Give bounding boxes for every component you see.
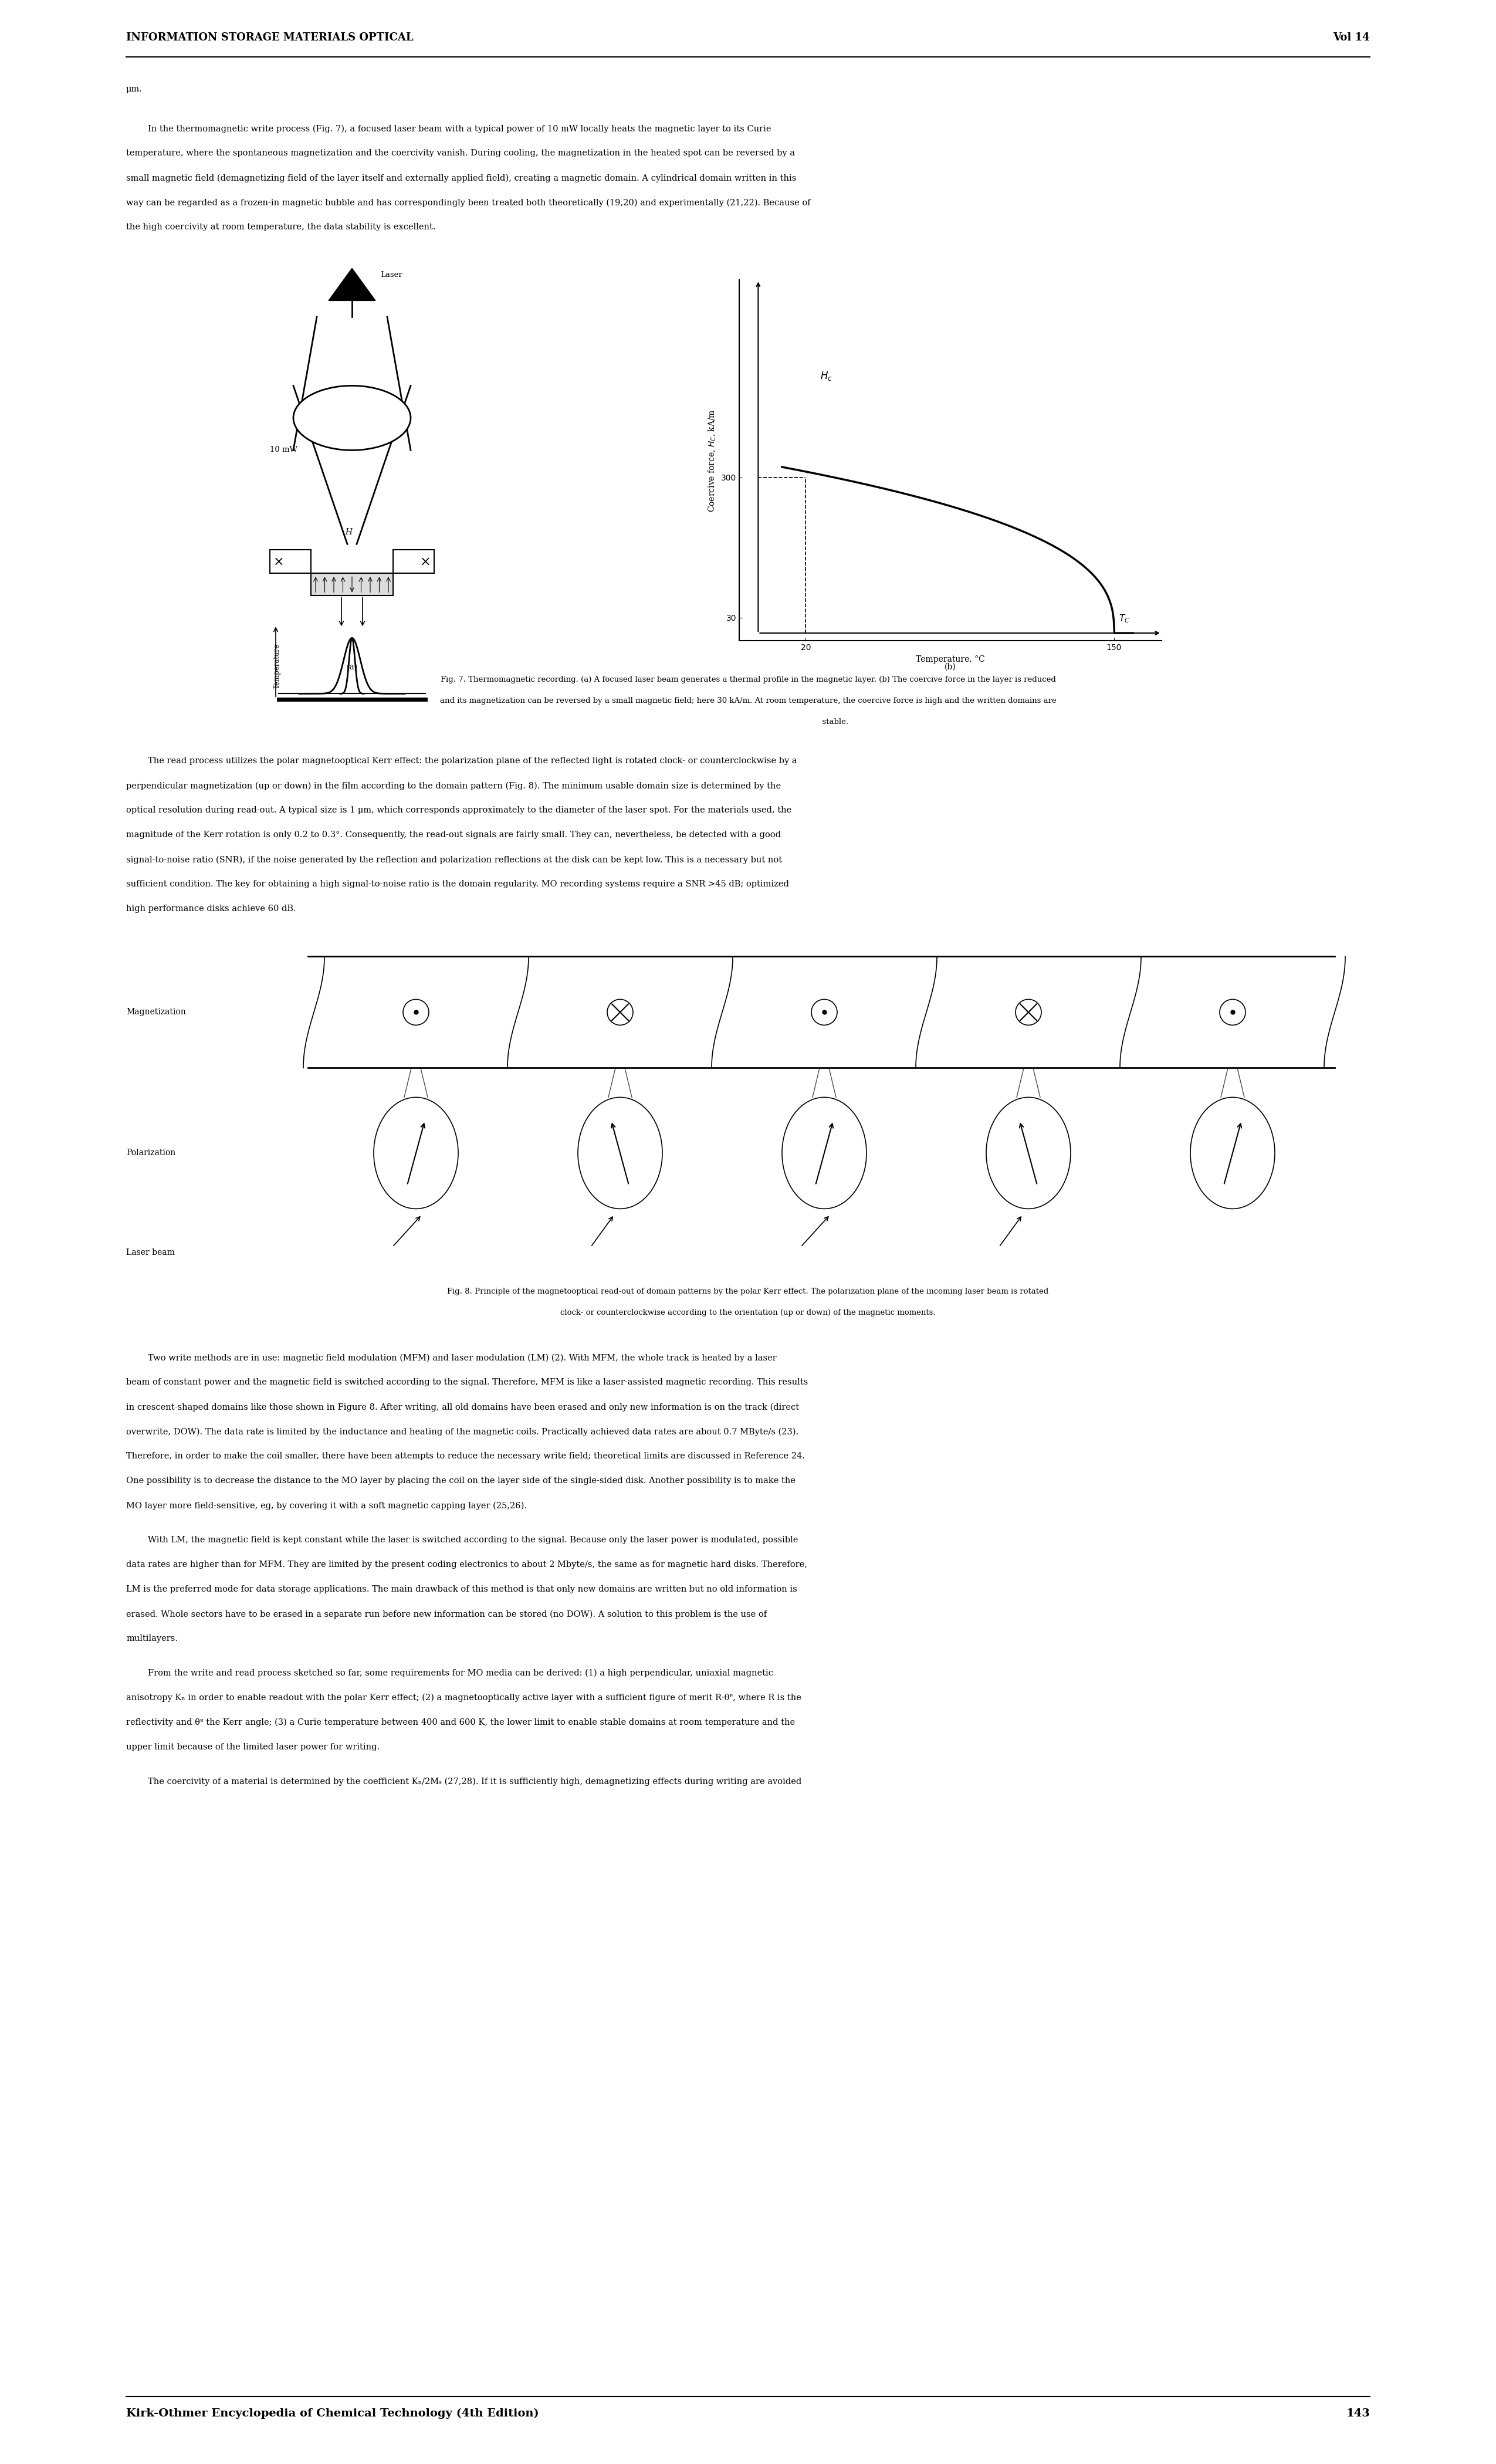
- Bar: [311, 574, 393, 596]
- Text: temperature, where the spontaneous magnetization and the coercivity vanish. Duri: temperature, where the spontaneous magne…: [126, 150, 794, 158]
- Text: Fig. 7. Thermomagnetic recording. (a) A focused laser beam generates a thermal p: Fig. 7. Thermomagnetic recording. (a) A …: [440, 675, 1056, 683]
- Text: Vol 14: Vol 14: [1333, 32, 1370, 42]
- Text: beam of constant power and the magnetic field is switched according to the signa: beam of constant power and the magnetic …: [126, 1377, 808, 1387]
- Text: One possibility is to decrease the distance to the MO layer by placing the coil : One possibility is to decrease the dista…: [126, 1476, 796, 1486]
- Text: μm.: μm.: [126, 86, 142, 94]
- Text: Fig. 8. Principle of the magnetooptical read-out of domain patterns by the polar: Fig. 8. Principle of the magnetooptical …: [447, 1289, 1049, 1296]
- Text: sufficient condition. The key for obtaining a high signal-to-noise ratio is the : sufficient condition. The key for obtain…: [126, 880, 788, 890]
- Text: LM is the preferred mode for data storage applications. The main drawback of thi: LM is the preferred mode for data storag…: [126, 1584, 797, 1594]
- Text: way can be regarded as a frozen-in magnetic bubble and has correspondingly been : way can be regarded as a frozen-in magne…: [126, 200, 811, 207]
- Text: data rates are higher than for MFM. They are limited by the present coding elect: data rates are higher than for MFM. They…: [126, 1560, 808, 1570]
- Text: The coercivity of a material is determined by the coefficient Kₙ/2Mₛ (27,28). If: The coercivity of a material is determin…: [126, 1777, 802, 1786]
- Text: the high coercivity at room temperature, the data stability is excellent.: the high coercivity at room temperature,…: [126, 224, 435, 232]
- Bar: [269, 549, 311, 574]
- Polygon shape: [329, 269, 375, 301]
- Text: anisotropy Kₙ in order to enable readout with the polar Kerr effect; (2) a magne: anisotropy Kₙ in order to enable readout…: [126, 1693, 802, 1703]
- Text: In the thermomagnetic write process (Fig. 7), a focused laser beam with a typica: In the thermomagnetic write process (Fig…: [126, 126, 770, 133]
- Text: The read process utilizes the polar magnetooptical Kerr effect: the polarization: The read process utilizes the polar magn…: [126, 756, 797, 766]
- Text: With LM, the magnetic field is kept constant while the laser is switched accordi: With LM, the magnetic field is kept cons…: [126, 1535, 797, 1545]
- Ellipse shape: [293, 387, 411, 451]
- Text: Therefore, in order to make the coil smaller, there have been attempts to reduce: Therefore, in order to make the coil sma…: [126, 1451, 805, 1461]
- Text: optical resolution during read-out. A typical size is 1 μm, which corresponds ap: optical resolution during read-out. A ty…: [126, 806, 791, 816]
- Text: erased. Whole sectors have to be erased in a separate run before new information: erased. Whole sectors have to be erased …: [126, 1609, 767, 1619]
- Text: ×: ×: [274, 554, 284, 569]
- Text: (a): (a): [347, 663, 358, 670]
- Text: Polarization: Polarization: [126, 1148, 175, 1158]
- Text: $H_c$: $H_c$: [820, 370, 832, 382]
- Text: stable.: stable.: [648, 719, 848, 727]
- Bar: [393, 549, 434, 574]
- Text: 143: 143: [1346, 2407, 1370, 2420]
- Text: multilayers.: multilayers.: [126, 1634, 178, 1643]
- Text: H: H: [346, 527, 352, 537]
- Text: magnitude of the Kerr rotation is only 0.2 to 0.3°. Consequently, the read-out s: magnitude of the Kerr rotation is only 0…: [126, 830, 781, 840]
- Text: Laser: Laser: [380, 271, 402, 278]
- X-axis label: Temperature, °C: Temperature, °C: [916, 655, 984, 663]
- Text: Temperature: Temperature: [274, 643, 281, 690]
- Text: in crescent-shaped domains like those shown in Figure 8. After writing, all old : in crescent-shaped domains like those sh…: [126, 1402, 799, 1412]
- Text: clock- or counterclockwise according to the orientation (up or down) of the magn: clock- or counterclockwise according to …: [561, 1308, 935, 1316]
- Text: Laser beam: Laser beam: [126, 1249, 175, 1257]
- Text: Magnetization: Magnetization: [126, 1008, 186, 1015]
- Text: signal-to-noise ratio (SNR), if the noise generated by the reflection and polari: signal-to-noise ratio (SNR), if the nois…: [126, 855, 782, 865]
- Text: small magnetic field (demagnetizing field of the layer itself and externally app: small magnetic field (demagnetizing fiel…: [126, 175, 796, 182]
- Text: high performance disks achieve 60 dB.: high performance disks achieve 60 dB.: [126, 904, 296, 914]
- Text: reflectivity and θᵄ the Kerr angle; (3) a Curie temperature between 400 and 600 : reflectivity and θᵄ the Kerr angle; (3) …: [126, 1717, 794, 1727]
- Text: and its magnetization can be reversed by a small magnetic field; here 30 kA/m. A: and its magnetization can be reversed by…: [440, 697, 1056, 705]
- Text: MO layer more field-sensitive, eg, by covering it with a soft magnetic capping l: MO layer more field-sensitive, eg, by co…: [126, 1501, 527, 1510]
- Text: Kirk-Othmer Encyclopedia of Chemical Technology (4th Edition): Kirk-Othmer Encyclopedia of Chemical Tec…: [126, 2407, 539, 2420]
- Text: ×: ×: [420, 554, 431, 569]
- Y-axis label: Coercive force, $H_C$, kA/m: Coercive force, $H_C$, kA/m: [708, 409, 718, 513]
- Text: $T_C$: $T_C$: [1119, 614, 1129, 623]
- Text: upper limit because of the limited laser power for writing.: upper limit because of the limited laser…: [126, 1742, 380, 1752]
- Text: perpendicular magnetization (up or down) in the film according to the domain pat: perpendicular magnetization (up or down)…: [126, 781, 781, 791]
- Text: (b): (b): [944, 663, 956, 670]
- Text: Two write methods are in use: magnetic field modulation (MFM) and laser modulati: Two write methods are in use: magnetic f…: [126, 1353, 776, 1363]
- Text: INFORMATION STORAGE MATERIALS OPTICAL: INFORMATION STORAGE MATERIALS OPTICAL: [126, 32, 413, 42]
- Text: 10 mW: 10 mW: [269, 446, 298, 453]
- Text: From the write and read process sketched so far, some requirements for MO media : From the write and read process sketched…: [126, 1668, 773, 1678]
- Text: overwrite, DOW). The data rate is limited by the inductance and heating of the m: overwrite, DOW). The data rate is limite…: [126, 1427, 799, 1437]
